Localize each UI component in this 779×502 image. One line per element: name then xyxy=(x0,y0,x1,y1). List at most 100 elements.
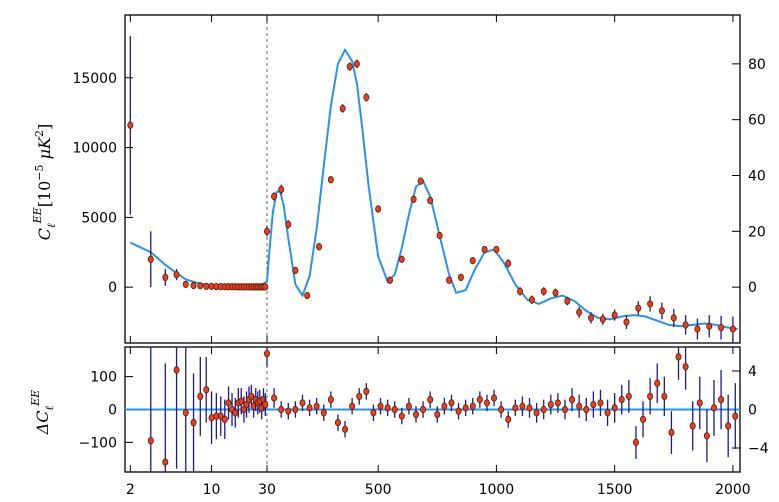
top-data-point xyxy=(346,63,353,71)
bottom-data-point xyxy=(203,386,210,394)
top-y-axis-label: CℓEE[10−5 μK2] xyxy=(31,124,58,240)
top-data-point xyxy=(147,255,154,263)
bottom-data-point xyxy=(710,404,717,412)
bottom-data-point xyxy=(604,409,611,417)
top-data-point xyxy=(162,273,169,281)
bottom-y-axis-label: ΔCℓEE xyxy=(29,390,56,435)
bottom-data-point xyxy=(632,438,639,446)
top-data-point xyxy=(564,297,571,305)
bottom-data-point xyxy=(225,399,232,407)
bottom-data-point xyxy=(618,396,625,404)
bottom-data-point xyxy=(263,349,270,358)
bottom-data-point xyxy=(540,405,547,414)
top-ytick-right-label: 20 xyxy=(748,224,766,240)
bottom-data-point xyxy=(455,407,462,415)
top-data-point xyxy=(410,195,417,203)
bottom-data-point xyxy=(675,353,682,361)
top-data-point xyxy=(127,121,134,129)
bottom-data-point xyxy=(498,405,505,414)
bottom-data-point xyxy=(448,399,455,407)
bottom-data-point xyxy=(583,405,590,414)
bottom-data-point xyxy=(519,402,526,410)
top-data-point xyxy=(197,282,204,290)
top-data-point xyxy=(576,308,583,316)
bottom-data-point xyxy=(370,409,377,417)
top-data-point xyxy=(469,257,476,265)
top-model-curve xyxy=(129,47,738,330)
top-data-point xyxy=(417,177,424,185)
bottom-data-point xyxy=(732,412,739,420)
top-data-point xyxy=(623,318,630,326)
bottom-data-point xyxy=(554,399,561,407)
bottom-data-point xyxy=(271,394,278,402)
top-data-point xyxy=(316,243,323,251)
top-data-point xyxy=(353,60,360,68)
bottom-ytick-right-label: 4 xyxy=(748,364,757,380)
bottom-data-point xyxy=(313,402,320,410)
bottom-data-point xyxy=(441,402,448,410)
top-data-point xyxy=(481,245,488,254)
top-data-point xyxy=(363,93,370,101)
bottom-data-point xyxy=(647,392,654,400)
top-data-point xyxy=(457,273,464,281)
top-panel: 0 5000 10000 15000 0 20 40 60 80 xyxy=(72,14,766,344)
bottom-data-point xyxy=(292,405,299,414)
bottom-data-point xyxy=(147,437,154,445)
x-tick-label: 2 xyxy=(126,482,135,498)
bottom-data-point xyxy=(398,412,405,420)
bottom-data-point xyxy=(469,402,476,410)
bottom-data-point xyxy=(349,402,356,410)
bottom-data-point xyxy=(725,422,732,430)
bottom-data-point xyxy=(262,400,269,409)
top-data-point xyxy=(718,324,725,332)
bottom-data-point xyxy=(238,397,245,405)
bottom-data-point xyxy=(703,432,710,440)
bottom-data-point xyxy=(420,405,427,414)
bottom-data-point xyxy=(327,396,334,404)
top-data-point xyxy=(304,291,311,300)
bottom-data-point xyxy=(668,428,675,437)
bottom-data-point xyxy=(342,425,349,433)
bottom-data-point xyxy=(208,414,215,422)
bottom-data-point xyxy=(434,410,441,419)
bottom-data-point xyxy=(561,405,568,414)
bottom-data-point xyxy=(356,392,363,400)
bottom-data-point xyxy=(278,405,285,414)
top-ytick-right-label: 0 xyxy=(748,280,757,296)
top-data-point xyxy=(292,266,299,275)
bottom-data-point xyxy=(334,419,341,427)
top-data-point xyxy=(327,176,334,184)
top-data-point xyxy=(493,245,500,254)
bottom-data-point xyxy=(576,402,583,410)
top-data-point xyxy=(588,314,595,322)
bottom-data-point xyxy=(491,394,498,402)
top-ytick-label: 10000 xyxy=(72,141,117,157)
top-data-point xyxy=(398,255,405,263)
bottom-data-point xyxy=(182,409,189,417)
top-data-point xyxy=(517,287,524,295)
top-data-point xyxy=(427,197,434,205)
top-data-point xyxy=(706,322,713,330)
top-data-point xyxy=(611,311,618,319)
bottom-data-point xyxy=(505,415,512,423)
bottom-data-point xyxy=(696,399,703,407)
bottom-data-point xyxy=(190,419,197,427)
bottom-data-point xyxy=(718,396,725,404)
top-data-point xyxy=(262,283,269,291)
bottom-data-point xyxy=(569,396,576,404)
bottom-data-point xyxy=(306,404,313,412)
top-data-point xyxy=(552,289,559,297)
bottom-data-point xyxy=(533,409,540,417)
bottom-ytick-right-label: −4 xyxy=(748,441,769,457)
bottom-data-point xyxy=(462,404,469,412)
top-data-point xyxy=(670,314,677,322)
top-data-point xyxy=(173,271,180,279)
top-data-point xyxy=(682,321,689,329)
bottom-ytick-label: 100 xyxy=(90,370,117,386)
bottom-data-point xyxy=(640,415,647,423)
top-data-point xyxy=(375,205,382,213)
x-tick-label: 1500 xyxy=(597,482,633,498)
bottom-data-point xyxy=(512,404,519,412)
top-ytick-right-label: 40 xyxy=(748,169,766,185)
